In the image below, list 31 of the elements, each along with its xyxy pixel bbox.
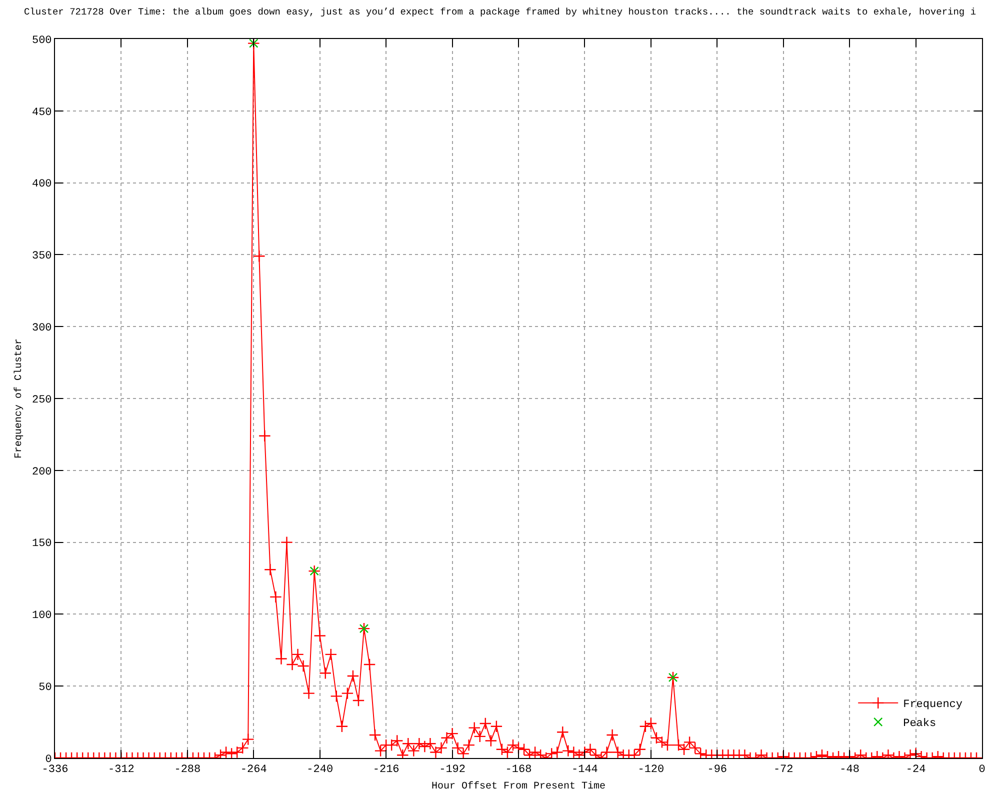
- x-tick-label: -288: [174, 764, 201, 776]
- x-tick-label: -264: [240, 764, 268, 776]
- y-axis-title: Frequency of Cluster: [12, 338, 25, 459]
- y-tick-label: 350: [32, 250, 52, 263]
- x-tick-label: -336: [42, 764, 68, 776]
- x-tick-label: -312: [108, 764, 134, 776]
- y-tick-label: 0: [45, 754, 52, 766]
- x-tick-label: -216: [372, 764, 400, 776]
- y-tick-label: 250: [32, 394, 52, 406]
- x-tick-label: -144: [572, 764, 598, 776]
- y-tick-label: 500: [32, 34, 52, 47]
- x-tick-label: -168: [505, 764, 532, 776]
- x-tick-label: -192: [439, 764, 466, 776]
- x-tick-label: -72: [773, 764, 794, 776]
- legend-label: Peaks: [903, 718, 936, 730]
- x-tick-label: -48: [840, 764, 860, 776]
- x-tick-label: -240: [306, 764, 334, 776]
- y-tick-label: 200: [32, 466, 52, 478]
- x-tick-label: -96: [707, 764, 728, 776]
- y-tick-label: 450: [32, 106, 52, 119]
- x-tick-label: -24: [906, 764, 926, 776]
- y-tick-label: 150: [32, 538, 52, 550]
- y-tick-label: 300: [32, 322, 52, 334]
- y-tick-label: 50: [38, 682, 52, 694]
- x-axis-title: Hour Offset From Present Time: [431, 780, 606, 793]
- chart-title: Cluster 721728 Over Time: the album goes down easy, just as you’d expect from a package framed by whitney houston tracks.... the soundtrack waits to exhale, hovering i: [24, 6, 976, 18]
- x-tick-label: 0: [978, 764, 986, 776]
- y-tick-label: 400: [32, 178, 52, 191]
- legend-label: Frequency: [903, 699, 963, 712]
- y-tick-label: 100: [32, 610, 52, 622]
- x-tick-label: -120: [638, 764, 664, 776]
